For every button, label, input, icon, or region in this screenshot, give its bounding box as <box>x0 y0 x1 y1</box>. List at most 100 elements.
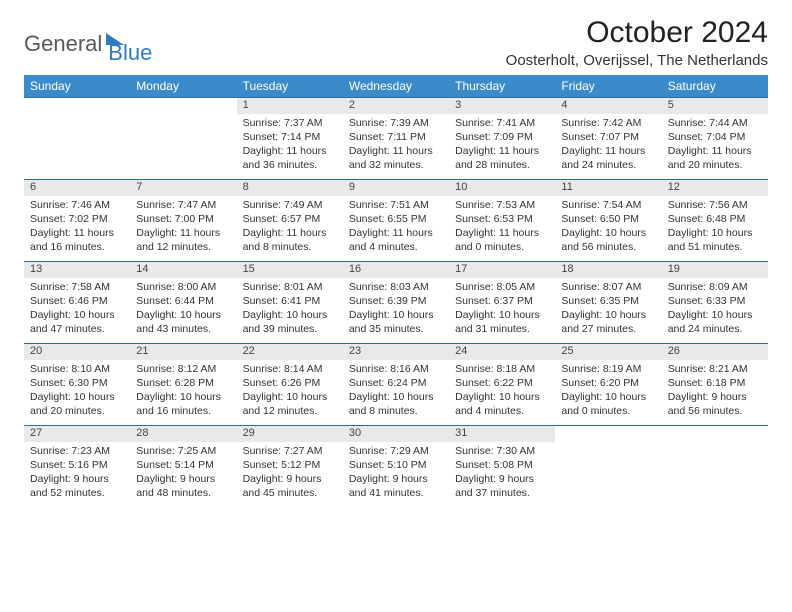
sunset-text: Sunset: 5:16 PM <box>30 458 124 472</box>
sunrise-text: Sunrise: 8:05 AM <box>455 280 549 294</box>
day-body-cell: Sunrise: 8:00 AMSunset: 6:44 PMDaylight:… <box>130 278 236 344</box>
sunset-text: Sunset: 6:48 PM <box>668 212 762 226</box>
day-number: 14 <box>136 263 148 275</box>
day-body-cell: Sunrise: 7:39 AMSunset: 7:11 PMDaylight:… <box>343 114 449 180</box>
sunrise-text: Sunrise: 8:16 AM <box>349 362 443 376</box>
location-text: Oosterholt, Overijssel, The Netherlands <box>506 52 768 69</box>
sunset-text: Sunset: 6:57 PM <box>243 212 337 226</box>
day-number-cell: 17 <box>449 262 555 278</box>
day-body-cell: Sunrise: 8:18 AMSunset: 6:22 PMDaylight:… <box>449 360 555 426</box>
sunset-text: Sunset: 5:08 PM <box>455 458 549 472</box>
day-number: 7 <box>136 181 142 193</box>
day-number-cell: 28 <box>130 426 236 442</box>
sunset-text: Sunset: 6:22 PM <box>455 376 549 390</box>
day-body-cell: Sunrise: 7:54 AMSunset: 6:50 PMDaylight:… <box>555 196 661 262</box>
day-body-cell: Sunrise: 8:01 AMSunset: 6:41 PMDaylight:… <box>237 278 343 344</box>
day-number-cell: 29 <box>237 426 343 442</box>
sunset-text: Sunset: 7:04 PM <box>668 130 762 144</box>
weekday-header: Wednesday <box>343 75 449 98</box>
weekday-header: Friday <box>555 75 661 98</box>
day-number: 28 <box>136 427 148 439</box>
day-body-cell: Sunrise: 8:09 AMSunset: 6:33 PMDaylight:… <box>662 278 768 344</box>
sunrise-text: Sunrise: 7:25 AM <box>136 444 230 458</box>
day-number: 27 <box>30 427 42 439</box>
day-number-cell: 24 <box>449 344 555 360</box>
daylight-text: Daylight: 11 hours and 4 minutes. <box>349 226 443 254</box>
day-body-cell: Sunrise: 7:56 AMSunset: 6:48 PMDaylight:… <box>662 196 768 262</box>
sunset-text: Sunset: 6:28 PM <box>136 376 230 390</box>
day-body-cell: Sunrise: 7:41 AMSunset: 7:09 PMDaylight:… <box>449 114 555 180</box>
logo-text-general: General <box>24 31 102 57</box>
day-body-cell: Sunrise: 7:58 AMSunset: 6:46 PMDaylight:… <box>24 278 130 344</box>
day-body-cell: Sunrise: 7:42 AMSunset: 7:07 PMDaylight:… <box>555 114 661 180</box>
day-body-cell: Sunrise: 7:25 AMSunset: 5:14 PMDaylight:… <box>130 442 236 508</box>
day-body-cell: Sunrise: 7:30 AMSunset: 5:08 PMDaylight:… <box>449 442 555 508</box>
sunrise-text: Sunrise: 7:46 AM <box>30 198 124 212</box>
sunrise-text: Sunrise: 7:30 AM <box>455 444 549 458</box>
day-body-cell <box>24 114 130 180</box>
sunset-text: Sunset: 7:02 PM <box>30 212 124 226</box>
sunrise-text: Sunrise: 7:41 AM <box>455 116 549 130</box>
day-number-cell: 22 <box>237 344 343 360</box>
daylight-text: Daylight: 9 hours and 48 minutes. <box>136 472 230 500</box>
sunrise-text: Sunrise: 8:00 AM <box>136 280 230 294</box>
sunset-text: Sunset: 6:39 PM <box>349 294 443 308</box>
daylight-text: Daylight: 10 hours and 31 minutes. <box>455 308 549 336</box>
day-number-cell: 2 <box>343 98 449 114</box>
daybody-row: Sunrise: 7:46 AMSunset: 7:02 PM Daylight:… <box>24 196 768 262</box>
day-number-cell: 7 <box>130 180 236 196</box>
day-number-cell: 21 <box>130 344 236 360</box>
daylight-text: Daylight: 9 hours and 37 minutes. <box>455 472 549 500</box>
weekday-header: Sunday <box>24 75 130 98</box>
daylight-text: Daylight: 11 hours and 8 minutes. <box>243 226 337 254</box>
day-body-cell: Sunrise: 7:37 AMSunset: 7:14 PMDaylight:… <box>237 114 343 180</box>
sunrise-text: Sunrise: 7:29 AM <box>349 444 443 458</box>
day-number: 2 <box>349 99 355 111</box>
daylight-text: Daylight: 10 hours and 8 minutes. <box>349 390 443 418</box>
day-body-cell: Sunrise: 7:46 AMSunset: 7:02 PMDaylight:… <box>24 196 130 262</box>
sunset-text: Sunset: 7:00 PM <box>136 212 230 226</box>
daybody-row: Sunrise: 8:10 AMSunset: 6:30 PMDaylight:… <box>24 360 768 426</box>
day-number: 17 <box>455 263 467 275</box>
day-number-cell <box>555 426 661 442</box>
day-number-cell: 16 <box>343 262 449 278</box>
logo-text-blue: Blue <box>108 40 152 66</box>
day-body-cell: Sunrise: 7:27 AMSunset: 5:12 PMDaylight:… <box>237 442 343 508</box>
day-body-cell: Sunrise: 7:49 AMSunset: 6:57 PMDaylight:… <box>237 196 343 262</box>
sunrise-text: Sunrise: 7:44 AM <box>668 116 762 130</box>
day-number: 25 <box>561 345 573 357</box>
sunset-text: Sunset: 7:11 PM <box>349 130 443 144</box>
day-number-cell: 11 <box>555 180 661 196</box>
sunrise-text: Sunrise: 7:27 AM <box>243 444 337 458</box>
daylight-text: Daylight: 10 hours and 43 minutes. <box>136 308 230 336</box>
sunset-text: Sunset: 6:24 PM <box>349 376 443 390</box>
sunrise-text: Sunrise: 8:18 AM <box>455 362 549 376</box>
sunset-text: Sunset: 6:53 PM <box>455 212 549 226</box>
sunrise-text: Sunrise: 7:49 AM <box>243 198 337 212</box>
sunrise-text: Sunrise: 7:37 AM <box>243 116 337 130</box>
daybody-row: Sunrise: 7:23 AMSunset: 5:16 PMDaylight:… <box>24 442 768 508</box>
day-body-cell: Sunrise: 8:19 AMSunset: 6:20 PMDaylight:… <box>555 360 661 426</box>
day-number: 23 <box>349 345 361 357</box>
sunrise-text: Sunrise: 8:09 AM <box>668 280 762 294</box>
day-number: 18 <box>561 263 573 275</box>
sunset-text: Sunset: 6:37 PM <box>455 294 549 308</box>
day-number-cell: 23 <box>343 344 449 360</box>
day-number-cell: 30 <box>343 426 449 442</box>
day-number: 22 <box>243 345 255 357</box>
day-number: 30 <box>349 427 361 439</box>
header: General Blue October 2024 Oosterholt, Ov… <box>24 16 768 69</box>
day-number-cell: 9 <box>343 180 449 196</box>
daynum-row: 12345 <box>24 98 768 114</box>
daylight-text: Daylight: 10 hours and 35 minutes. <box>349 308 443 336</box>
sunrise-text: Sunrise: 7:56 AM <box>668 198 762 212</box>
daylight-text: Daylight: 10 hours and 4 minutes. <box>455 390 549 418</box>
weekday-header: Tuesday <box>237 75 343 98</box>
daylight-text: Daylight: 11 hours and 36 minutes. <box>243 144 337 172</box>
sunset-text: Sunset: 6:55 PM <box>349 212 443 226</box>
day-number-cell: 5 <box>662 98 768 114</box>
day-number-cell <box>24 98 130 114</box>
day-number-cell: 12 <box>662 180 768 196</box>
sunset-text: Sunset: 6:50 PM <box>561 212 655 226</box>
day-number: 3 <box>455 99 461 111</box>
